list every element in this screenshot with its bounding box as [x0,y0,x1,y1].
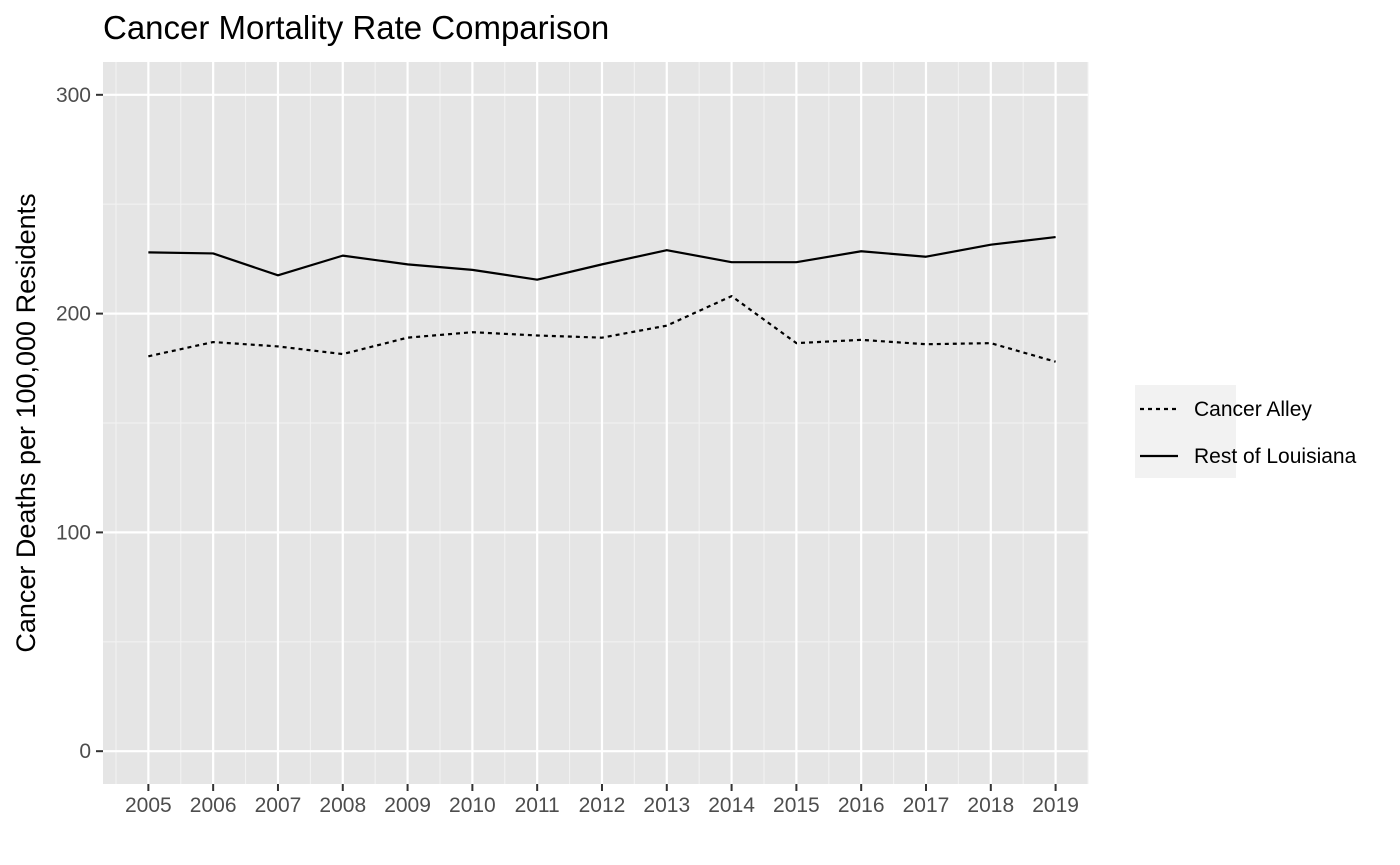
x-tick-label: 2015 [773,794,820,817]
y-tick-label: 200 [56,303,91,326]
x-tick-label: 2019 [1032,794,1079,817]
x-tick-label: 2012 [579,794,626,817]
x-tick-label: 2011 [515,794,560,817]
series-layer [148,235,1056,363]
x-tick-label: 2014 [708,794,755,817]
x-tick-label: 2010 [449,794,496,817]
series-line-rest-of-louisiana [148,235,1056,281]
x-tick-label: 2016 [838,794,885,817]
y-tick-label: 0 [79,740,91,763]
y-tick-label: 100 [56,521,91,544]
x-tick-label: 2018 [967,794,1014,817]
grid-layer [103,62,1089,784]
legend: Cancer Alley Rest of Louisiana [1135,385,1357,478]
axis-layer: 0 100 200 300 2005 2006 2007 2008 2009 2010 2011 20… [56,84,1079,817]
x-tick-label: 2007 [255,794,302,817]
legend-label-cancer-alley: Cancer Alley [1194,398,1312,421]
x-tick-label: 2017 [903,794,950,817]
y-tick-label: 300 [56,84,91,107]
x-tick-label: 2009 [384,794,431,817]
x-tick-label: 2008 [319,794,366,817]
x-tick-label: 2013 [643,794,690,817]
x-tick-label: 2006 [190,794,237,817]
x-tick-label: 2005 [125,794,172,817]
legend-label-rest-of-louisiana: Rest of Louisiana [1194,445,1357,468]
series-line-cancer-alley [148,295,1056,363]
y-axis-title: Cancer Deaths per 100,000 Residents [11,193,41,652]
chart-title: Cancer Mortality Rate Comparison [103,9,609,46]
legend-background [1135,385,1236,478]
